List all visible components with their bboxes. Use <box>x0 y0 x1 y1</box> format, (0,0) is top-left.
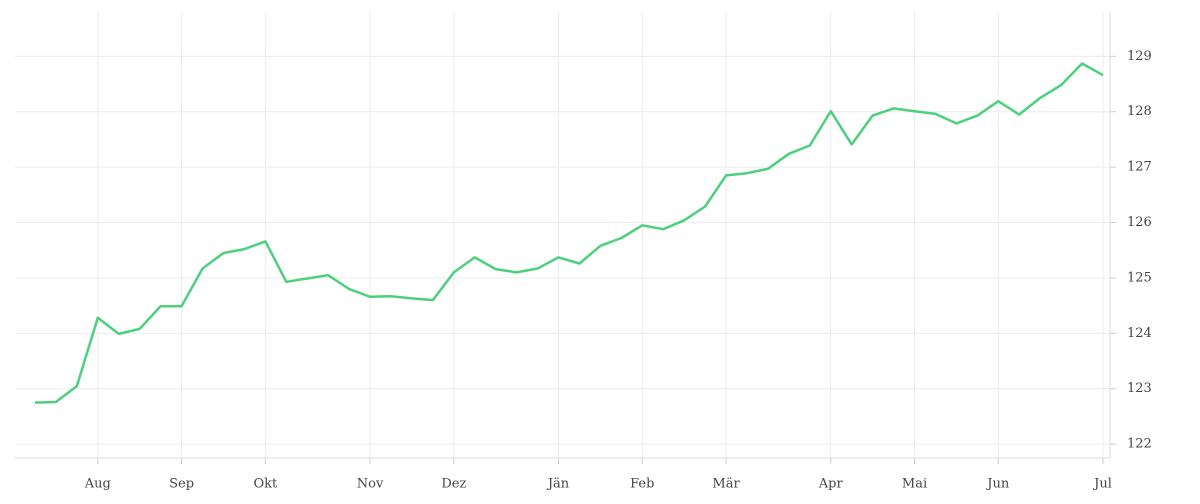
y-tick-label: 124 <box>1127 326 1152 341</box>
y-tick-label: 126 <box>1127 215 1152 230</box>
x-tick-label: Okt <box>253 477 278 492</box>
y-tick-label: 128 <box>1127 104 1152 119</box>
y-tick-label: 125 <box>1127 270 1152 285</box>
x-tick-label: Jän <box>546 477 570 492</box>
y-tick-label: 123 <box>1127 381 1152 396</box>
x-tick-label: Aug <box>84 477 111 492</box>
x-tick-label: Feb <box>630 477 654 492</box>
x-tick-label: Mär <box>712 477 740 492</box>
data-line <box>34 62 1104 404</box>
x-tick-label: Mai <box>902 477 927 492</box>
x-tick-label: Dez <box>441 477 466 492</box>
y-tick-label: 122 <box>1127 437 1152 452</box>
x-tick-label: Jun <box>985 477 1010 492</box>
x-tick-label: Jul <box>1092 477 1112 492</box>
x-tick-label: Apr <box>818 477 844 492</box>
x-tick-label: Sep <box>169 477 194 492</box>
x-tick-label: Nov <box>357 477 384 492</box>
y-tick-label: 127 <box>1127 160 1152 175</box>
y-tick-label: 129 <box>1127 49 1152 64</box>
